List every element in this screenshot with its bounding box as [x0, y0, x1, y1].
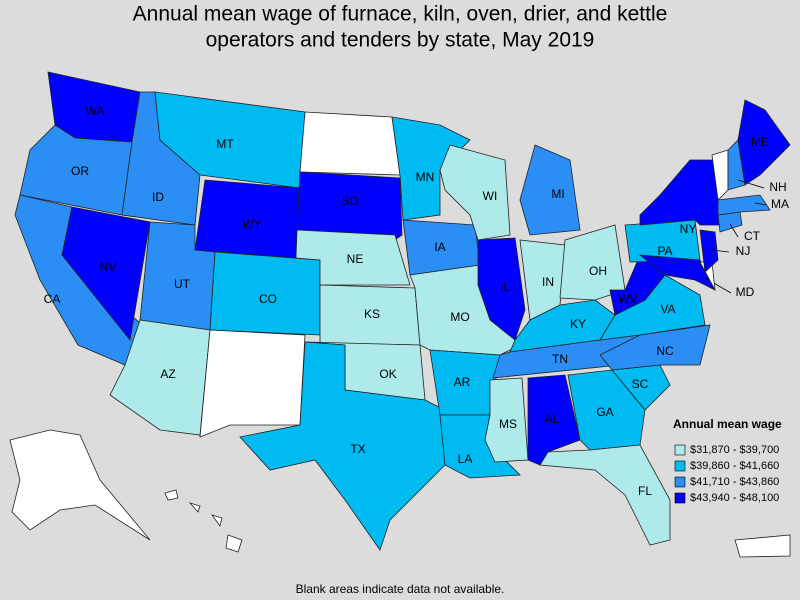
legend-label: $41,710 - $43,860 — [690, 476, 779, 488]
state — [61, 206, 151, 341]
state-label: AL — [545, 412, 560, 426]
state-label: ID — [152, 190, 164, 204]
state — [9, 429, 151, 541]
title: Annual mean wage of furnace, kiln, oven,… — [133, 3, 668, 26]
leader-line — [754, 202, 767, 206]
state-label: NV — [100, 260, 117, 274]
state-label: OH — [589, 264, 607, 278]
state-label: OK — [379, 367, 396, 381]
state-label: NY — [680, 222, 697, 236]
legend-label: $39,860 - $41,660 — [690, 460, 779, 472]
state-label: UT — [174, 277, 191, 291]
state — [299, 111, 401, 176]
state-label: SC — [632, 377, 649, 391]
state-label: WV — [618, 292, 637, 306]
state-label: ME — [751, 135, 769, 149]
state — [154, 91, 306, 189]
state-label: PA — [657, 244, 672, 258]
leader-line — [729, 223, 739, 238]
state-label: MT — [216, 137, 234, 151]
state-label: KY — [570, 317, 586, 331]
state-label: NE — [347, 252, 364, 266]
state-label: IA — [434, 240, 445, 254]
legend-title: Annual mean wage — [673, 417, 782, 431]
state — [539, 444, 671, 546]
state — [199, 329, 306, 438]
state — [519, 144, 581, 236]
state-label: MS — [499, 417, 517, 431]
state — [296, 171, 403, 241]
state — [717, 194, 771, 216]
state-label: TX — [350, 442, 365, 456]
state — [391, 116, 471, 221]
state — [559, 224, 626, 301]
state-label: GA — [596, 405, 613, 419]
state-label: WA — [86, 104, 105, 118]
legend-swatch — [674, 444, 686, 456]
state-label: CO — [259, 292, 277, 306]
leader-line — [704, 277, 732, 294]
legend-label: $43,940 - $48,100 — [690, 492, 779, 504]
title: operators and tenders by state, May 2019 — [206, 29, 595, 52]
state-label: TN — [552, 352, 568, 366]
legend-swatch — [674, 476, 686, 488]
state-label: AR — [454, 375, 471, 389]
state — [737, 99, 791, 186]
state-label: MA — [771, 197, 789, 211]
state-label: MI — [551, 187, 564, 201]
state-label: OR — [71, 164, 89, 178]
legend-swatch — [674, 460, 686, 472]
state — [164, 489, 243, 553]
state — [484, 377, 529, 463]
leader-line — [737, 179, 765, 189]
state-label: SD — [342, 194, 359, 208]
state-label: IN — [542, 275, 554, 289]
legend-swatch — [674, 492, 686, 504]
leader-line — [711, 249, 730, 253]
state-label: WY — [242, 217, 261, 231]
state-label: FL — [638, 484, 652, 498]
state — [638, 254, 716, 291]
state-label: NC — [656, 344, 674, 358]
state-label: NH — [769, 180, 786, 194]
state — [239, 341, 451, 551]
state-label: KS — [364, 307, 380, 321]
state-label: CA — [44, 292, 61, 306]
state-label: LA — [458, 452, 473, 466]
legend-label: $31,870 - $39,700 — [690, 444, 779, 456]
state-label: WI — [483, 189, 498, 203]
state-label: MN — [416, 170, 435, 184]
state-label: CT — [744, 229, 761, 243]
state — [439, 144, 511, 241]
state-label: MO — [450, 310, 469, 324]
state-label: NJ — [736, 244, 751, 258]
state — [734, 534, 791, 558]
state-label: IL — [500, 280, 510, 294]
state-label: VA — [660, 302, 675, 316]
state — [699, 229, 719, 273]
state-label: MD — [736, 285, 755, 299]
footnote: Blank areas indicate data not available. — [296, 582, 505, 596]
state-label: AZ — [160, 367, 175, 381]
